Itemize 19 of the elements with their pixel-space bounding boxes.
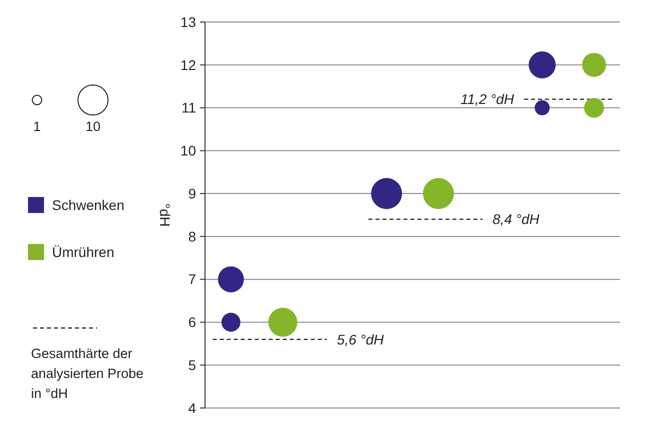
ref-line-label: 11,2 °dH	[460, 91, 515, 108]
legend-label: 1	[33, 119, 41, 134]
legend-label: Ümrühren	[52, 244, 114, 260]
ref-line-label: 5,6 °dH	[336, 331, 385, 348]
y-tick-label: 5	[188, 357, 196, 374]
y-tick-label: 7	[188, 271, 196, 288]
y-tick-label: 8	[188, 228, 196, 244]
y-tick-label: 13	[180, 14, 196, 30]
y-axis-title: °dH	[157, 203, 173, 227]
legend-label: 10	[85, 119, 101, 134]
y-tick-label: 10	[180, 142, 196, 159]
y-tick-label: 6	[188, 314, 196, 330]
ref-line-label: 8,4 °dH	[492, 211, 540, 228]
y-tick-label: 12	[180, 56, 196, 73]
legend-label: Schwenken	[52, 197, 124, 213]
y-tick-label: 4	[188, 400, 196, 416]
text: Gesamthärte der analysierten Probe in °dH	[31, 346, 144, 401]
y-tick-label: 9	[188, 185, 196, 202]
y-tick-label: 11	[181, 100, 196, 116]
